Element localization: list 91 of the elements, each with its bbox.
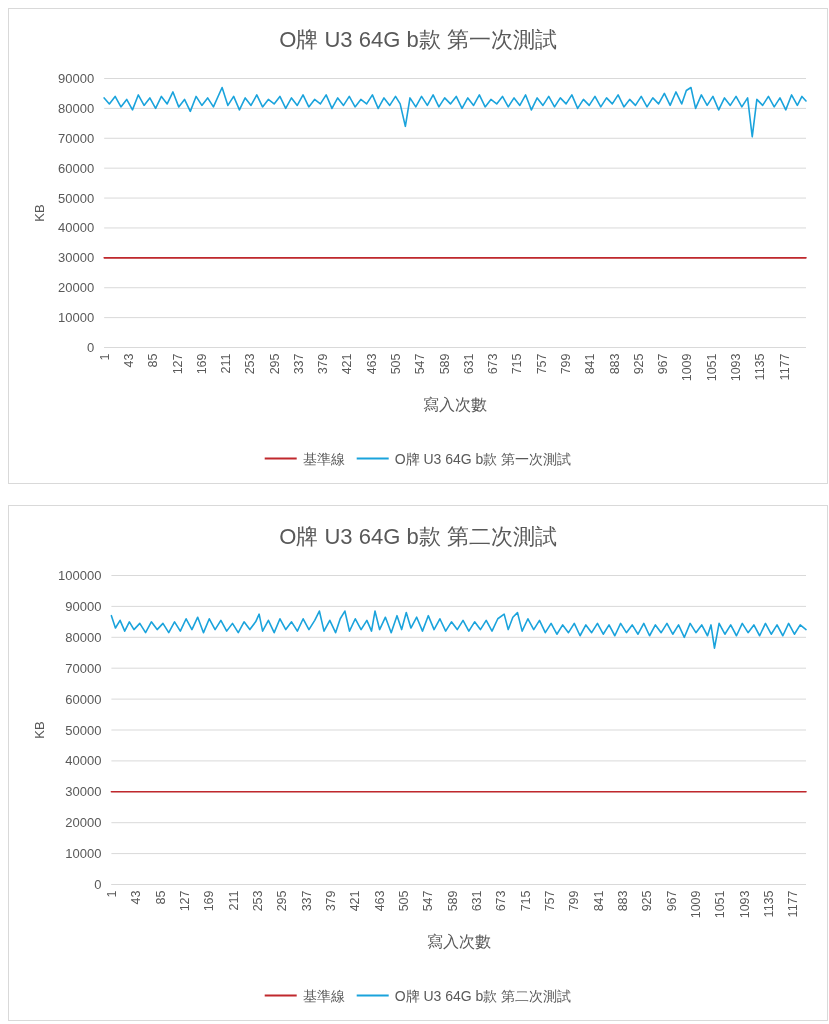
x-tick-label: 757 xyxy=(542,890,557,912)
x-tick-label: 1177 xyxy=(786,890,801,918)
y-tick-label: 40000 xyxy=(58,220,95,236)
y-tick-label: 60000 xyxy=(58,160,95,176)
x-tick-label: 1177 xyxy=(777,353,792,381)
x-tick-label: 295 xyxy=(275,890,290,912)
line-series xyxy=(103,86,807,138)
x-tick-label: 421 xyxy=(348,890,363,912)
x-tick-label: 883 xyxy=(607,353,622,375)
x-tick-label: 1135 xyxy=(753,353,768,381)
x-tick-label: 1051 xyxy=(704,353,719,382)
y-tick-label: 50000 xyxy=(58,190,95,206)
y-axis-title: KB xyxy=(32,204,47,222)
x-tick-label: 43 xyxy=(129,890,144,905)
x-tick-label: 127 xyxy=(170,353,185,375)
x-axis-title: 寫入次數 xyxy=(426,932,491,950)
y-tick-label: 40000 xyxy=(65,753,102,769)
x-tick-label: 1009 xyxy=(688,890,703,919)
x-tick-label: 925 xyxy=(640,890,655,912)
y-tick-label: 0 xyxy=(94,877,102,892)
line-series xyxy=(110,610,807,649)
x-tick-label: 799 xyxy=(567,890,582,912)
x-tick-label: 715 xyxy=(510,353,525,375)
x-tick-label: 253 xyxy=(243,353,258,375)
x-tick-label: 1009 xyxy=(680,353,695,382)
x-tick-label: 295 xyxy=(267,353,282,375)
legend-label: O牌 U3 64G b款 第一次測試 xyxy=(394,450,572,467)
y-tick-label: 30000 xyxy=(65,784,102,800)
x-tick-label: 1 xyxy=(104,890,119,898)
x-tick-label: 757 xyxy=(534,353,549,375)
x-tick-label: 43 xyxy=(121,353,136,368)
x-tick-label: 85 xyxy=(153,890,168,905)
x-tick-label: 211 xyxy=(219,353,234,374)
x-tick-label: 253 xyxy=(250,890,265,912)
x-tick-label: 967 xyxy=(656,353,671,375)
x-tick-label: 547 xyxy=(421,890,436,912)
x-tick-label: 1051 xyxy=(713,890,728,919)
x-tick-label: 85 xyxy=(146,353,161,368)
x-tick-label: 1 xyxy=(97,353,112,361)
y-tick-label: 10000 xyxy=(65,846,102,862)
y-axis-title: KB xyxy=(32,721,47,739)
x-tick-label: 379 xyxy=(323,890,338,912)
x-tick-label: 169 xyxy=(194,353,209,375)
x-tick-label: 673 xyxy=(486,353,501,375)
x-tick-label: 211 xyxy=(226,890,241,911)
x-tick-label: 883 xyxy=(615,890,630,912)
x-tick-label: 379 xyxy=(316,353,331,375)
x-tick-label: 547 xyxy=(413,353,428,375)
x-tick-label: 421 xyxy=(340,353,355,375)
y-tick-label: 20000 xyxy=(65,815,102,831)
x-tick-label: 841 xyxy=(583,353,598,375)
x-tick-label: 505 xyxy=(396,890,411,912)
legend-label: 基準線 xyxy=(302,450,345,467)
x-tick-label: 589 xyxy=(437,353,452,375)
x-tick-label: 505 xyxy=(389,353,404,375)
x-tick-label: 1093 xyxy=(737,890,752,919)
x-tick-label: 463 xyxy=(364,353,379,375)
y-tick-label: 100000 xyxy=(58,568,102,583)
y-tick-label: 90000 xyxy=(65,598,102,614)
chart-title: O牌 U3 64G b款 第二次測試 xyxy=(279,523,557,549)
x-tick-label: 925 xyxy=(631,353,646,375)
x-tick-label: 799 xyxy=(559,353,573,375)
y-tick-label: 70000 xyxy=(65,660,102,676)
x-tick-label: 673 xyxy=(494,890,509,912)
y-tick-label: 60000 xyxy=(65,691,102,707)
y-tick-label: 90000 xyxy=(58,71,95,86)
y-tick-label: 10000 xyxy=(58,310,95,326)
x-tick-label: 169 xyxy=(202,890,217,912)
x-axis-title: 寫入次數 xyxy=(423,395,488,413)
y-tick-label: 50000 xyxy=(65,722,102,738)
y-tick-label: 70000 xyxy=(58,130,95,146)
x-tick-label: 127 xyxy=(177,890,192,912)
x-tick-label: 589 xyxy=(445,890,460,912)
x-tick-label: 631 xyxy=(469,890,484,912)
y-tick-label: 80000 xyxy=(65,629,102,645)
y-tick-label: 30000 xyxy=(58,250,95,266)
x-tick-label: 715 xyxy=(518,890,533,912)
x-tick-label: 337 xyxy=(291,353,306,375)
chart-title: O牌 U3 64G b款 第一次測試 xyxy=(279,26,557,52)
legend-label: O牌 U3 64G b款 第二次測試 xyxy=(394,987,572,1004)
x-tick-label: 463 xyxy=(372,890,387,912)
legend-label: 基準線 xyxy=(302,987,345,1004)
x-tick-label: 1093 xyxy=(728,353,743,382)
y-tick-label: 80000 xyxy=(58,100,95,116)
x-tick-label: 841 xyxy=(591,890,606,912)
y-tick-label: 0 xyxy=(86,340,95,355)
x-tick-label: 1135 xyxy=(761,890,776,918)
y-tick-label: 20000 xyxy=(58,280,95,296)
x-tick-label: 967 xyxy=(664,890,679,912)
x-tick-label: 631 xyxy=(461,353,476,375)
x-tick-label: 337 xyxy=(299,890,314,912)
